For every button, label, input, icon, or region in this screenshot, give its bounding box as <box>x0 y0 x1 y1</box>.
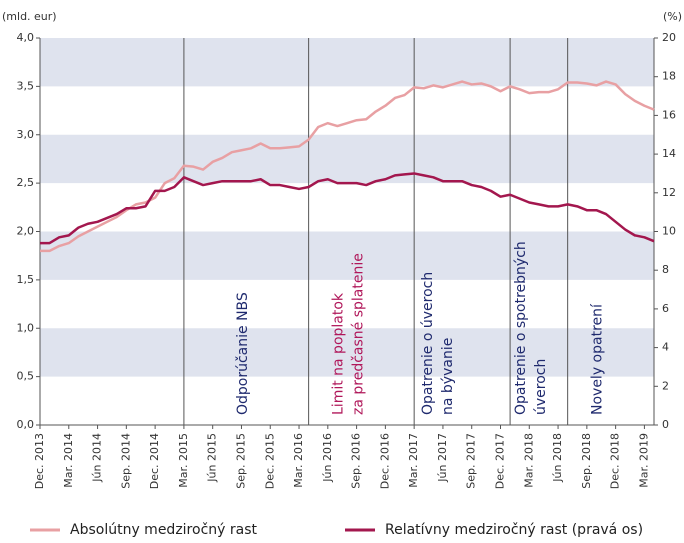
y-tick-label: 0,0 <box>17 418 35 431</box>
annotation-text: na bývanie <box>440 338 456 415</box>
x-tick-label: Sep. 2018 <box>580 433 593 489</box>
y2-tick-label: 4 <box>662 341 669 354</box>
x-tick-label: Sep. 2017 <box>465 433 478 489</box>
y2-tick-label: 12 <box>662 186 676 199</box>
y2-tick-label: 20 <box>662 31 676 44</box>
grid-band <box>40 328 654 377</box>
x-tick-label: Jún 2016 <box>321 433 334 483</box>
annotation-text: za predčasné splatenie <box>351 253 367 415</box>
grid-band <box>40 38 654 87</box>
x-tick-label: Sep. 2014 <box>119 433 132 489</box>
x-tick-label: Mar. 2017 <box>407 433 420 488</box>
x-tick-label: Dec. 2013 <box>33 433 46 489</box>
annotation-text: Odporúčanie NBS <box>235 292 251 415</box>
x-tick-label: Dec. 2014 <box>148 433 161 489</box>
x-tick-label: Mar. 2014 <box>62 433 75 488</box>
y2-tick-label: 8 <box>662 263 669 276</box>
x-tick-label: Jún 2014 <box>91 433 104 483</box>
grid-band <box>40 231 654 280</box>
x-tick-label: Mar. 2015 <box>177 433 190 488</box>
y2-tick-label: 6 <box>662 302 669 315</box>
y-tick-label: 1,0 <box>17 321 35 334</box>
y-unit-label: (mld. eur) <box>2 10 57 23</box>
x-tick-label: Dec. 2017 <box>494 433 507 489</box>
series-line <box>40 172 655 245</box>
x-tick-label: Jún 2015 <box>206 433 219 483</box>
y-tick-label: 2,5 <box>17 176 35 189</box>
y-tick-label: 4,0 <box>17 31 35 44</box>
y2-tick-label: 16 <box>662 108 676 121</box>
y2-tick-label: 2 <box>662 379 669 392</box>
x-tick-label: Mar. 2018 <box>522 433 535 488</box>
x-tick-label: Dec. 2018 <box>609 433 622 489</box>
x-tick-label: Jún 2017 <box>436 433 449 483</box>
y2-tick-label: 0 <box>662 418 669 431</box>
annotation-text: úveroch <box>533 359 549 415</box>
y2-tick-label: 10 <box>662 225 676 238</box>
y2-unit-label: (%) <box>663 10 682 23</box>
y-tick-label: 1,5 <box>17 273 35 286</box>
legend-label: Relatívny medziročný rast (pravá os) <box>385 522 643 538</box>
annotation-text: Novely opatrení <box>590 303 606 415</box>
x-tick-label: Dec. 2015 <box>263 433 276 489</box>
x-tick-label: Mar. 2016 <box>292 433 305 488</box>
y-tick-label: 0,5 <box>17 370 35 383</box>
y-tick-label: 3,0 <box>17 128 35 141</box>
grid-band <box>40 134 654 184</box>
x-tick-label: Dec. 2016 <box>378 433 391 489</box>
series-line <box>40 80 655 253</box>
x-tick-label: Mar. 2019 <box>637 433 650 488</box>
annotation-text: Opatrenie o spotrebných <box>513 241 529 415</box>
annotation-text: Limit na poplatok <box>331 292 347 415</box>
legend-label: Absolútny medziročný rast <box>70 522 258 538</box>
y2-tick-label: 14 <box>662 147 676 160</box>
y2-tick-label: 18 <box>662 70 676 83</box>
annotation-text: Opatrenie o úveroch <box>420 272 436 415</box>
x-tick-label: Sep. 2016 <box>350 433 363 489</box>
x-tick-label: Jún 2018 <box>551 433 564 483</box>
y-tick-label: 3,5 <box>17 79 35 92</box>
x-tick-label: Sep. 2015 <box>234 433 247 489</box>
y-tick-label: 2,0 <box>17 225 35 238</box>
